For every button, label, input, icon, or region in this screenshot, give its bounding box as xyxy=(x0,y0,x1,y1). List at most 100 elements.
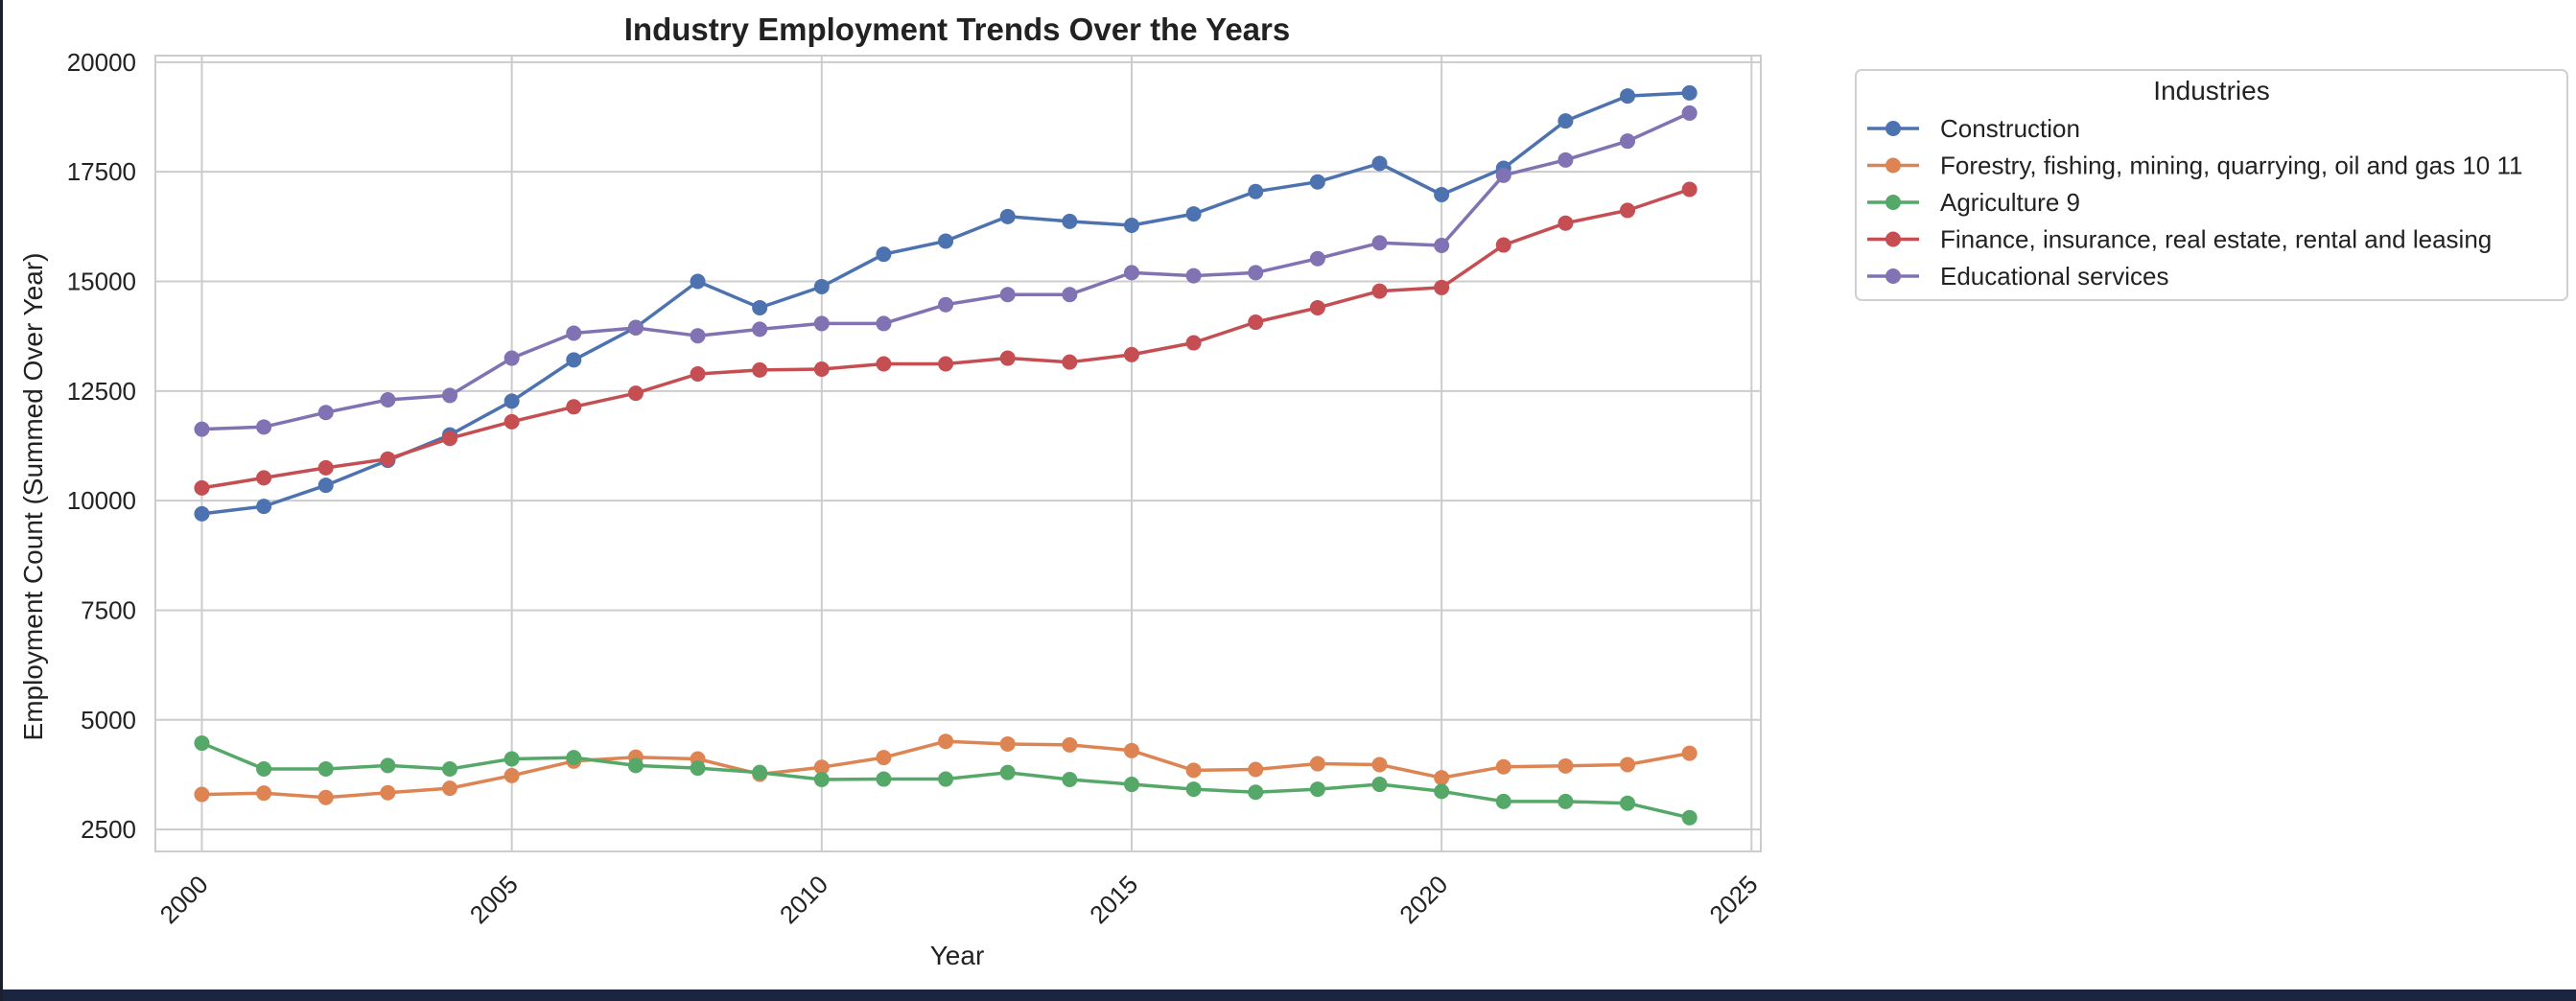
data-point xyxy=(566,325,582,341)
data-point xyxy=(194,786,210,803)
legend-label: Agriculture 9 xyxy=(1940,188,2080,217)
data-point xyxy=(1123,346,1139,362)
data-point xyxy=(442,761,458,778)
data-point xyxy=(1185,268,1202,284)
data-point xyxy=(1309,781,1325,798)
series-group xyxy=(194,105,1698,437)
legend-item: Educational services xyxy=(1867,262,2168,291)
legend-marker xyxy=(1885,157,1901,174)
data-point xyxy=(1434,279,1450,295)
series-lines xyxy=(194,84,1698,826)
y-tick-label: 5000 xyxy=(81,706,136,734)
data-point xyxy=(1434,770,1450,786)
data-point xyxy=(503,350,520,366)
data-point xyxy=(813,772,830,788)
data-point xyxy=(999,287,1016,303)
data-point xyxy=(317,477,334,494)
chart-title: Industry Employment Trends Over the Year… xyxy=(624,12,1290,47)
data-point xyxy=(1620,88,1636,105)
x-axis-label: Year xyxy=(930,941,985,970)
data-point xyxy=(503,393,520,409)
data-point xyxy=(999,350,1016,366)
data-point xyxy=(1248,265,1264,281)
data-point xyxy=(1371,757,1388,773)
data-point xyxy=(1309,174,1325,190)
data-point xyxy=(380,391,396,407)
data-point xyxy=(256,499,272,515)
data-point xyxy=(1371,155,1388,172)
data-point xyxy=(1248,761,1264,778)
data-point xyxy=(256,761,272,778)
data-point xyxy=(1123,217,1139,233)
data-point xyxy=(256,470,272,486)
data-point xyxy=(1123,265,1139,281)
data-point xyxy=(999,764,1016,780)
x-tick-label: 2005 xyxy=(464,870,524,929)
legend-label: Finance, insurance, real estate, rental … xyxy=(1940,225,2492,254)
data-point xyxy=(317,789,334,805)
data-point xyxy=(566,352,582,368)
series-group xyxy=(194,735,1698,826)
y-tick-label: 17500 xyxy=(67,157,136,186)
data-point xyxy=(1620,133,1636,150)
legend-marker xyxy=(1885,121,1901,136)
data-point xyxy=(938,733,954,750)
data-point xyxy=(1371,283,1388,299)
data-point xyxy=(1371,235,1388,251)
data-point xyxy=(1062,354,1078,370)
y-tick-label: 15000 xyxy=(67,268,136,296)
data-point xyxy=(1620,795,1636,811)
data-point xyxy=(938,296,954,313)
legend-items: Construction Forestry, fishing, mining, q… xyxy=(1867,114,2522,291)
data-point xyxy=(1557,151,1574,168)
series-group xyxy=(194,181,1698,496)
data-point xyxy=(752,321,768,338)
data-point xyxy=(813,278,830,294)
data-point xyxy=(503,413,520,430)
data-point xyxy=(627,319,644,336)
legend-item: Construction xyxy=(1867,114,2080,143)
data-point xyxy=(442,431,458,447)
data-point xyxy=(938,356,954,372)
data-point xyxy=(1434,186,1450,202)
data-point xyxy=(194,479,210,496)
data-point xyxy=(503,767,520,783)
data-point xyxy=(380,451,396,467)
x-tick-label: 2015 xyxy=(1084,870,1143,929)
data-point xyxy=(1062,736,1078,753)
plot-frame xyxy=(154,55,1762,852)
data-point xyxy=(566,399,582,415)
data-point xyxy=(690,273,706,290)
x-tick-label: 2000 xyxy=(154,870,214,929)
window-bottom-bar xyxy=(3,989,2576,1001)
grid xyxy=(155,56,1761,851)
data-point xyxy=(938,233,954,249)
data-point xyxy=(1185,762,1202,779)
data-point xyxy=(752,361,768,378)
legend-marker xyxy=(1885,268,1901,284)
y-tick-label: 2500 xyxy=(81,815,136,844)
data-point xyxy=(380,784,396,801)
data-point xyxy=(999,735,1016,752)
series-line xyxy=(201,739,1691,800)
data-point xyxy=(752,764,768,780)
y-tick-label: 10000 xyxy=(67,486,136,515)
legend-marker xyxy=(1885,231,1901,247)
y-axis-ticks: 2500 5000 7500 10000 12500 15000 17500 20000 xyxy=(67,48,136,844)
data-point xyxy=(1681,745,1698,761)
data-point xyxy=(1681,105,1698,121)
data-point xyxy=(1557,113,1574,129)
data-point xyxy=(1309,250,1325,267)
data-point xyxy=(194,505,210,522)
data-point xyxy=(1495,758,1511,775)
data-point xyxy=(1309,299,1325,315)
data-point xyxy=(1123,742,1139,758)
data-point xyxy=(938,771,954,787)
y-axis-label: Employment Count (Summed Over Year) xyxy=(18,253,48,741)
data-point xyxy=(1681,84,1698,101)
data-point xyxy=(317,761,334,778)
data-point xyxy=(442,387,458,404)
data-point xyxy=(1248,314,1264,331)
data-point xyxy=(380,757,396,774)
